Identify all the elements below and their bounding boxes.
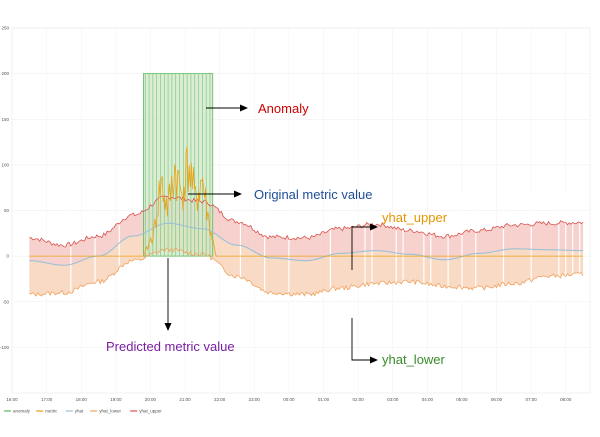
y-tick-label: 100 (1, 162, 9, 167)
axis-layer: 250 200 150 100 50 0 -50 -100 16:00 17:00 18:00 19:… (0, 26, 572, 403)
x-tick-label: 20:00 (145, 397, 157, 402)
grid-layer (11, 27, 591, 394)
x-tick-label: 06:00 (491, 397, 503, 402)
y-tick-label: -50 (2, 299, 9, 304)
yhat-lower-line (29, 247, 584, 297)
upper-arrow (351, 226, 372, 270)
legend-label: yhat (75, 409, 84, 414)
legend-label: metric (45, 409, 58, 414)
x-tick-label: 23:00 (249, 397, 261, 402)
x-tick-label: 17:00 (41, 397, 53, 402)
x-tick-label: 21:00 (179, 397, 191, 402)
x-tick-label: 05:00 (456, 397, 468, 402)
anomaly-region (143, 73, 214, 257)
predicted-arrowhead (164, 323, 172, 331)
annotation-original-metric: Original metric value (254, 187, 373, 202)
annotation-yhat-lower: yhat_lower (382, 352, 446, 367)
legend-label: yhat_upper (139, 409, 162, 414)
y-tick-label: -100 (0, 345, 9, 350)
x-tick-label: 02:00 (352, 397, 364, 402)
y-tick-label: 200 (1, 71, 9, 76)
legend-label: yhat_lower (99, 409, 121, 414)
legend-label: anomaly (13, 409, 31, 414)
y-tick-label: 0 (6, 254, 9, 259)
x-tick-label: 00:00 (283, 397, 295, 402)
anomaly-layer (143, 73, 214, 257)
upper-arrowhead (370, 223, 378, 231)
annotation-anomaly: Anomaly (258, 101, 309, 116)
series-layer (29, 146, 584, 297)
y-tick-label: 150 (1, 117, 9, 122)
x-tick-label: 08:00 (560, 397, 572, 402)
x-tick-label: 19:00 (110, 397, 122, 402)
annotation-arrows (164, 104, 378, 364)
lower-arrow (351, 318, 372, 361)
x-tick-label: 03:00 (387, 397, 399, 402)
x-tick-label: 16:00 (6, 397, 18, 402)
yhat-line (29, 222, 584, 266)
original-arrowhead (234, 190, 242, 198)
lower-arrowhead (370, 356, 378, 364)
legend-layer: anomaly metric yhat yhat_lower yhat_upper (4, 409, 162, 414)
x-tick-label: 22:00 (214, 397, 226, 402)
annotation-predicted-metric: Predicted metric value (106, 339, 235, 354)
metric-line (29, 146, 583, 257)
anomaly-arrowhead (240, 104, 248, 112)
x-tick-label: 04:00 (422, 397, 434, 402)
x-tick-label: 07:00 (526, 397, 538, 402)
y-tick-label: 50 (4, 208, 10, 213)
y-tick-label: 250 (1, 26, 9, 31)
yhat-upper-line (29, 195, 584, 248)
x-tick-label: 18:00 (76, 397, 88, 402)
x-tick-label: 01:00 (318, 397, 330, 402)
annotation-yhat-upper: yhat_upper (382, 210, 448, 225)
